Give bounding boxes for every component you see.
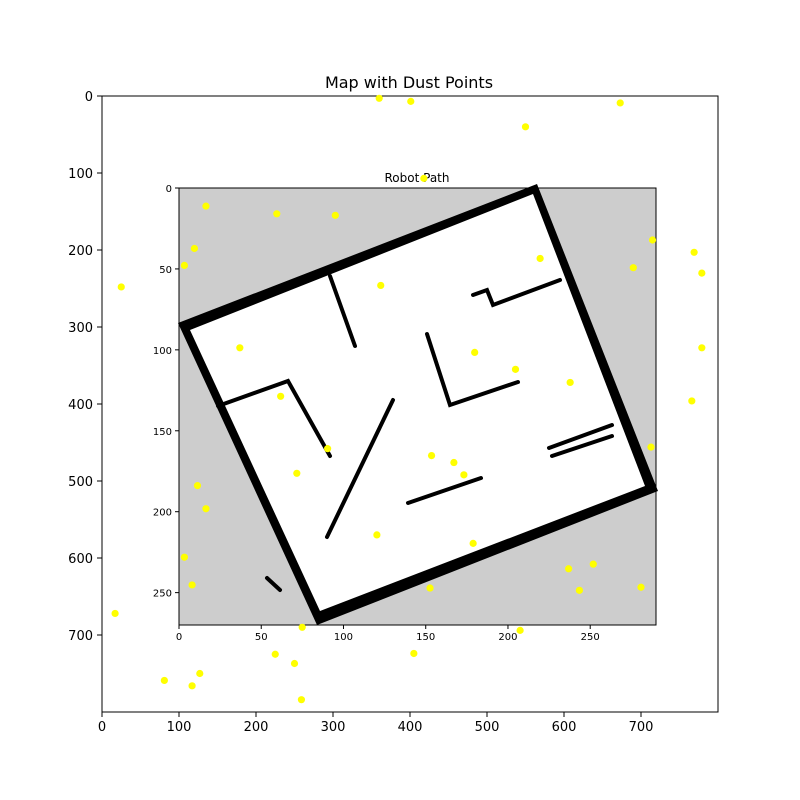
dust-point (373, 531, 381, 539)
dust-point (117, 283, 125, 291)
inset-x-tick-label: 0 (176, 632, 182, 643)
dust-point (589, 560, 597, 568)
wall-segment (425, 332, 520, 408)
inset-frame (178, 187, 657, 626)
y-tick-label: 600 (68, 552, 93, 567)
dust-point (377, 281, 385, 290)
x-tick-label: 100 (167, 720, 192, 735)
inset-x-tick-label: 250 (581, 632, 600, 643)
plot-frame (101, 95, 719, 713)
y-tick-label: 700 (68, 629, 93, 644)
dust-point (324, 445, 332, 453)
dust-point (277, 392, 285, 400)
y-tick-label: 0 (85, 90, 93, 105)
dust-point (566, 378, 574, 387)
dust-point (648, 236, 657, 244)
wall-segment (547, 423, 614, 450)
dust-point (273, 210, 281, 218)
dust-point (297, 696, 306, 704)
x-tick-label: 200 (244, 720, 269, 735)
inset-x-tick-label: 100 (334, 632, 353, 643)
dust-point (647, 443, 655, 451)
x-tick-label: 400 (398, 720, 423, 735)
y-tick-label: 400 (68, 398, 93, 413)
dust-point (629, 264, 637, 272)
dust-point (188, 682, 196, 690)
x-tick-label: 700 (629, 720, 654, 735)
dust-point (450, 458, 458, 467)
wall-segment (325, 398, 395, 539)
dust-point (469, 539, 477, 547)
chart-title: Map with Dust Points (325, 73, 493, 92)
dust-point (331, 211, 339, 219)
dust-point (180, 261, 188, 269)
x-tick-label: 600 (552, 720, 577, 735)
inset-y-tick-label: 50 (159, 265, 172, 276)
inset-x-tick-label: 150 (416, 632, 435, 643)
dust-point (516, 626, 524, 634)
dust-point (190, 244, 198, 253)
dust-point (236, 344, 244, 352)
dust-point (160, 676, 168, 685)
x-tick-label: 300 (321, 720, 346, 735)
wall-segment (265, 576, 282, 592)
outer-axes: 0 100 200 300 400 500 600 700010020030040050060… (68, 90, 653, 735)
wall-segment (406, 476, 483, 505)
dust-points (111, 94, 706, 704)
inset-x-tick-label: 200 (498, 632, 517, 643)
dust-point (188, 581, 196, 589)
inset-y-tick-label: 150 (153, 427, 172, 438)
wall-segment (550, 434, 614, 458)
wall-segment (471, 278, 562, 308)
wall-segment (216, 378, 332, 458)
dust-point (426, 584, 434, 592)
dust-point (180, 553, 188, 561)
inset-x-tick-label: 50 (255, 632, 268, 643)
y-tick-label: 200 (68, 244, 93, 259)
inset-y-tick-label: 200 (153, 508, 172, 519)
dust-point (111, 609, 119, 618)
dust-point (698, 269, 706, 277)
dust-point (293, 469, 301, 477)
dust-point (290, 659, 299, 668)
dust-point (565, 565, 573, 573)
dust-point (698, 344, 706, 352)
dust-point (196, 669, 204, 678)
inset-title: Robot Path (385, 171, 450, 185)
room-floor (190, 194, 645, 611)
y-tick-label: 300 (68, 321, 93, 336)
inset-y-tick-label: 100 (153, 346, 172, 357)
dust-point (460, 471, 468, 479)
inset-y-tick-label: 0 (166, 184, 172, 195)
dust-point (193, 482, 202, 490)
dust-point (616, 99, 624, 107)
dust-point (536, 254, 544, 263)
x-tick-label: 500 (475, 720, 500, 735)
dust-point (471, 348, 479, 357)
dust-point (410, 649, 418, 658)
dust-point (688, 397, 696, 405)
inset-axes: 0 50 100 150 200 250 0 50 100 150 200 250 (153, 184, 600, 643)
inset-y-tick-label: 250 (153, 589, 172, 600)
dust-point (298, 623, 306, 631)
dust-point (521, 123, 530, 131)
dust-point (420, 174, 428, 182)
dust-point (271, 650, 279, 658)
dust-point (407, 97, 415, 105)
wall-segment (328, 274, 357, 348)
dust-point (202, 505, 210, 513)
dust-point (511, 365, 520, 373)
interior-walls (216, 274, 614, 592)
y-tick-label: 100 (68, 167, 93, 182)
dust-point (575, 586, 584, 594)
dust-point (375, 94, 383, 102)
x-tick-label: 0 (98, 720, 106, 735)
dust-point (637, 583, 645, 591)
dust-point (202, 202, 210, 210)
dust-point (427, 451, 436, 460)
dust-point (690, 248, 698, 256)
y-tick-label: 500 (68, 475, 93, 490)
robot-path-inset: Robot Path 0 50 100 150 200 250 0 50 100 150 200 25… (153, 171, 658, 643)
